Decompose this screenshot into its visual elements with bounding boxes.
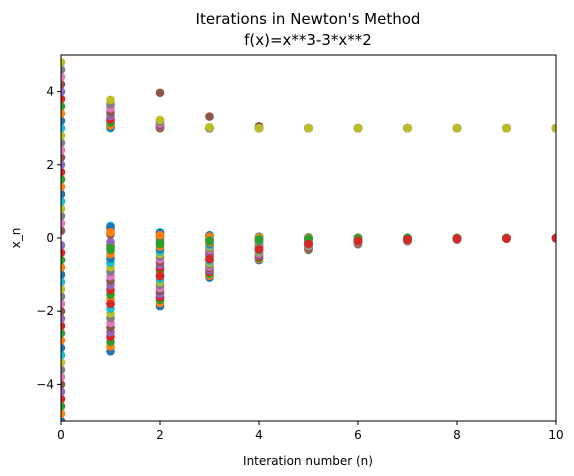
- data-point: [61, 343, 66, 353]
- y-tick-label: 2: [46, 158, 54, 172]
- data-point: [205, 112, 214, 121]
- data-point: [205, 122, 214, 132]
- data-point: [106, 228, 115, 237]
- data-point: [61, 365, 66, 375]
- data-point: [61, 138, 66, 148]
- y-tick-label: −2: [36, 304, 54, 318]
- data-point: [502, 234, 511, 243]
- chart-subtitle: f(x)=x**3-3*x**2: [244, 31, 372, 49]
- data-point: [61, 189, 66, 199]
- y-tick-label: 4: [46, 85, 54, 99]
- data-point: [353, 123, 363, 133]
- y-tick-label: 0: [46, 231, 54, 245]
- x-tick-label: 2: [156, 428, 164, 442]
- data-point: [61, 167, 66, 177]
- data-point: [61, 175, 66, 184]
- data-point: [61, 219, 66, 228]
- data-point: [61, 350, 66, 360]
- data-point: [61, 87, 66, 96]
- data-point: [61, 299, 66, 309]
- x-axis-ticks: 0 2 4 6 8 10: [57, 421, 564, 442]
- data-point: [61, 255, 66, 265]
- data-points: [61, 46, 556, 421]
- data-point: [551, 123, 556, 133]
- data-point: [254, 235, 264, 244]
- x-tick-label: 10: [548, 428, 563, 442]
- data-point: [502, 123, 511, 133]
- data-point: [61, 94, 66, 104]
- data-point: [155, 88, 165, 98]
- data-point: [106, 299, 115, 309]
- data-point: [304, 123, 313, 133]
- data-point: [61, 328, 66, 338]
- data-point: [61, 409, 66, 418]
- data-point: [61, 262, 66, 272]
- data-point: [61, 153, 66, 162]
- data-point: [61, 72, 66, 82]
- data-point: [61, 197, 66, 206]
- data-point: [61, 336, 66, 345]
- data-point: [452, 234, 462, 244]
- data-point: [353, 236, 363, 246]
- data-point: [61, 226, 66, 235]
- data-point: [61, 372, 66, 382]
- data-point: [61, 131, 66, 140]
- data-point: [61, 101, 66, 111]
- data-point: [403, 123, 412, 133]
- data-point: [61, 321, 66, 331]
- data-point: [61, 248, 66, 257]
- data-point: [61, 358, 66, 367]
- y-axis-ticks: −4 −2 0 2 4: [36, 85, 61, 391]
- data-point: [205, 236, 214, 245]
- data-point: [61, 116, 66, 126]
- data-point: [61, 314, 66, 323]
- x-tick-label: 8: [453, 428, 461, 442]
- data-point: [61, 65, 66, 74]
- data-point: [155, 115, 165, 125]
- data-point: [61, 182, 66, 192]
- data-point: [61, 241, 66, 250]
- data-point: [61, 204, 66, 214]
- x-tick-label: 0: [57, 428, 65, 442]
- data-point: [106, 243, 115, 253]
- data-point: [254, 123, 264, 133]
- data-point: [155, 230, 165, 240]
- data-point: [61, 387, 66, 397]
- data-point: [155, 271, 165, 281]
- data-point: [155, 238, 165, 248]
- data-point: [304, 239, 313, 249]
- data-point: [61, 284, 66, 294]
- data-point: [61, 211, 66, 221]
- data-point: [61, 79, 66, 89]
- data-point: [106, 237, 115, 247]
- data-point: [61, 270, 66, 279]
- data-point: [403, 235, 412, 244]
- y-axis-label: x_n: [9, 228, 23, 249]
- x-tick-label: 4: [255, 428, 263, 442]
- data-point: [61, 394, 66, 404]
- data-point: [61, 109, 66, 118]
- data-point: [551, 233, 556, 243]
- data-point: [452, 123, 462, 133]
- chart-title: Iterations in Newton's Method: [196, 10, 421, 28]
- data-point: [106, 46, 115, 55]
- data-point: [254, 245, 264, 254]
- data-point: [61, 380, 66, 389]
- data-point: [61, 306, 66, 316]
- data-point: [61, 402, 66, 411]
- data-point: [61, 160, 66, 170]
- x-axis-label: Interation number (n): [243, 454, 373, 468]
- data-point: [106, 95, 115, 105]
- y-tick-label: −4: [36, 377, 54, 391]
- data-point: [61, 277, 66, 287]
- data-point: [61, 292, 66, 301]
- data-point: [205, 254, 214, 264]
- data-point: [61, 123, 66, 133]
- data-point: [61, 58, 66, 67]
- data-point: [61, 145, 66, 155]
- x-tick-label: 6: [354, 428, 362, 442]
